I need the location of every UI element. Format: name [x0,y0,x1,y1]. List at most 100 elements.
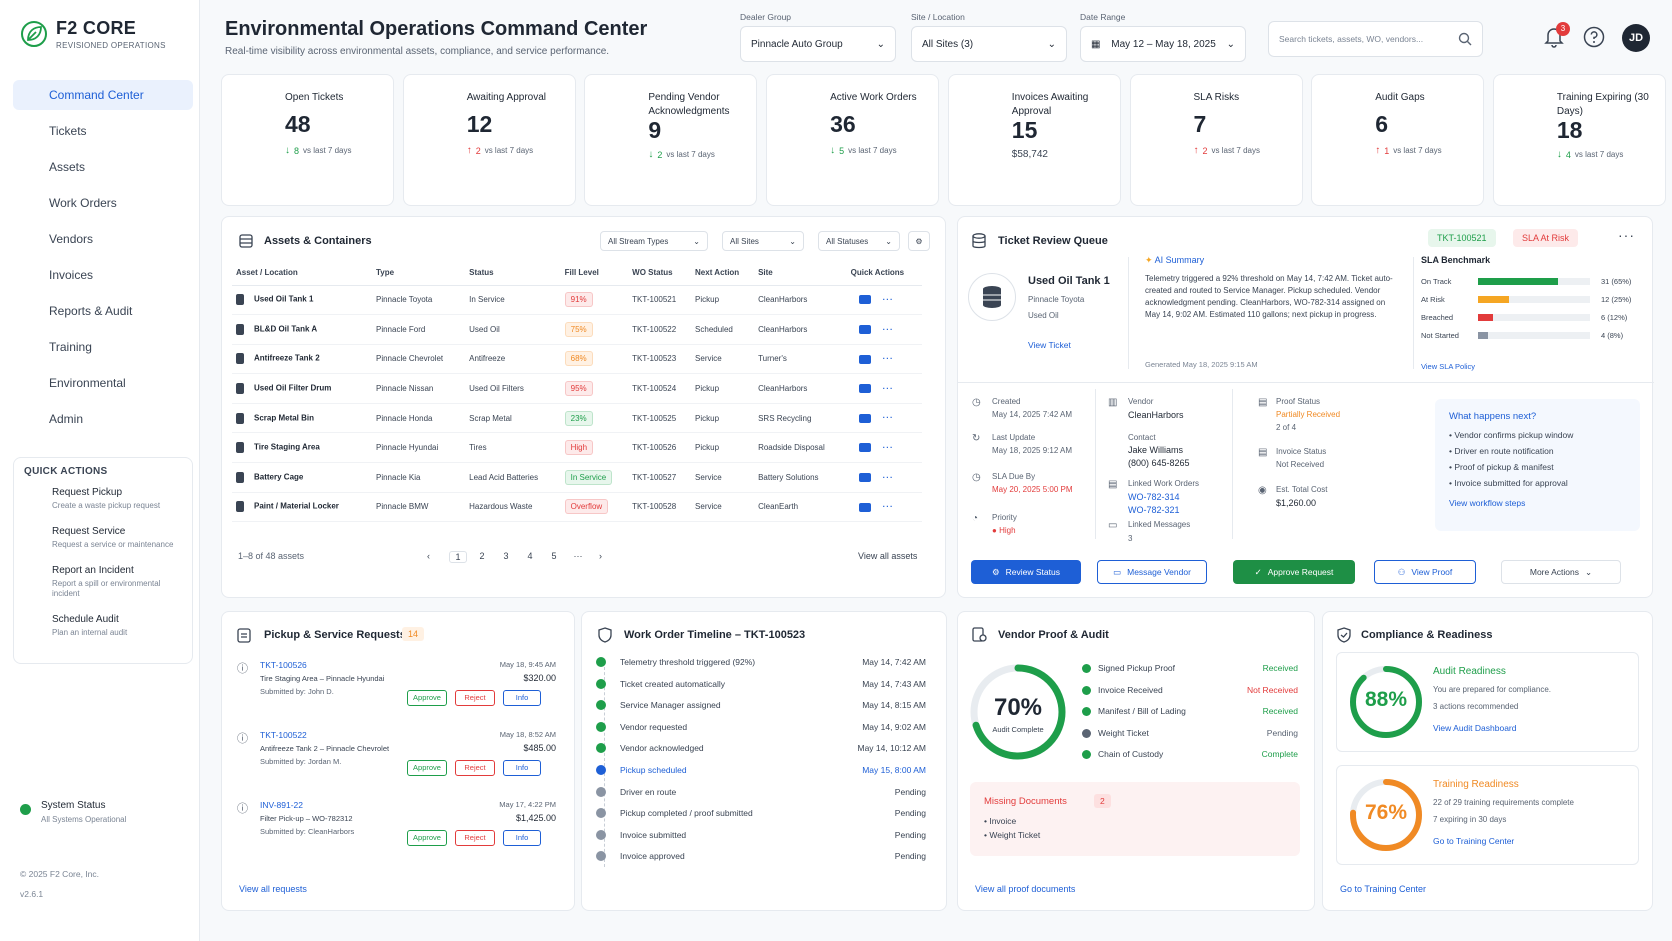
view-proof-documents-link[interactable]: View all proof documents [975,884,1076,894]
reject-button[interactable]: Reject [455,690,495,706]
wo-status-link[interactable]: TKT-100521 [628,285,692,316]
page-button[interactable]: 1 [449,551,467,563]
sidebar-item-command-center[interactable]: Command Center [13,80,193,110]
wo-status-link[interactable]: TKT-100527 [628,462,692,493]
view-proof-button[interactable]: ⚇ View Proof [1374,560,1476,584]
wo-status-link[interactable]: TKT-100522 [628,314,692,345]
view-sla-policy-link[interactable]: View SLA Policy [1421,362,1476,371]
info-button[interactable]: Info [503,760,541,776]
approve-button[interactable]: Approve [407,690,447,706]
stream-type-filter[interactable]: All Stream Types ⌄ [600,231,708,251]
wo-status-link[interactable]: TKT-100525 [628,403,692,434]
sidebar-item-work-orders[interactable]: Work Orders [13,188,193,218]
pickup-request-item[interactable]: ⓘ TKT-100522 Antifreeze Tank 2 – Pinnacle … [222,730,576,794]
site-select[interactable]: All Sites (3) ⌄ [911,26,1067,62]
prev-page-icon[interactable]: ‹ [427,551,430,561]
column-header[interactable]: Type [371,261,466,286]
table-row[interactable]: Scrap Metal Bin Pinnacle Honda Scrap Metal… [232,403,922,434]
info-button[interactable]: Info [503,690,541,706]
kpi-card-pending-vendor-acknowledgments[interactable]: Pending Vendor Acknowledgments 9 ↓ 2 vs last… [584,74,758,206]
table-row[interactable]: Battery Cage Pinnacle Kia Lead Acid Batter… [232,462,922,493]
kpi-card-training-expiring-30-days[interactable]: Training Expiring (30 Days) 18 ↓ 4 vs last 7… [1492,74,1666,206]
reject-button[interactable]: Reject [455,760,495,776]
column-header[interactable]: Next Action [691,261,755,286]
more-options-icon[interactable]: ··· [882,502,894,512]
more-options-icon[interactable]: ··· [882,472,894,482]
sidebar-item-reports-audit[interactable]: Reports & Audit [13,296,193,326]
go-to-training-link[interactable]: Go to Training Center [1433,836,1515,846]
page-button[interactable]: 3 [503,551,509,561]
column-header[interactable]: WO Status [628,261,692,286]
asset-name[interactable]: Paint / Material Locker [254,502,339,512]
settings-button[interactable]: ⚙ [908,231,930,251]
view-workflow-link[interactable]: View workflow steps [1449,498,1526,508]
kpi-card-open-tickets[interactable]: Open Tickets 48 ↓ 8 vs last 7 days [221,74,394,206]
linked-wo-1[interactable]: WO-782-314 [1128,492,1180,502]
more-options-icon[interactable]: ··· [882,383,894,393]
search-input[interactable]: Search tickets, assets, WO, vendors... [1268,21,1483,57]
kpi-card-audit-gaps[interactable]: Audit Gaps 6 ↑ 1 vs last 7 days [1311,74,1485,206]
approve-button[interactable]: Approve [407,760,447,776]
asset-name[interactable]: Battery Cage [254,472,304,482]
approve-request-button[interactable]: ✓ Approve Request [1233,560,1355,584]
sidebar-item-assets[interactable]: Assets [13,152,193,182]
user-avatar[interactable]: JD [1622,24,1650,52]
wo-status-link[interactable]: TKT-100528 [628,492,692,523]
table-row[interactable]: Used Oil Tank 1 Pinnacle Toyota In Service… [232,285,922,316]
status-filter-select[interactable]: All Statuses ⌄ [818,231,900,251]
table-row[interactable]: Paint / Material Locker Pinnacle BMW Hazar… [232,492,922,523]
pickup-request-item[interactable]: ⓘ INV-891-22 Filter Pick-up – WO-782312 Sub… [222,800,576,864]
asset-name[interactable]: Used Oil Tank 1 [254,294,314,304]
asset-name[interactable]: Antifreeze Tank 2 [254,354,320,364]
ticket-id-badge[interactable]: TKT-100521 [1428,229,1496,247]
quick-action-request-service[interactable]: Request Service Request a service or main… [24,526,182,551]
more-options-icon[interactable]: ··· [882,443,894,453]
truck-icon[interactable] [858,295,871,305]
table-row[interactable]: Used Oil Filter Drum Pinnacle Nissan Used … [232,373,922,404]
next-page-icon[interactable]: › [599,551,602,561]
more-options-icon[interactable]: ··· [882,413,894,423]
table-row[interactable]: Antifreeze Tank 2 Pinnacle Chevrolet Antif… [232,344,922,375]
wo-status-link[interactable]: TKT-100523 [628,344,692,375]
date-range-select[interactable]: ▦ May 12 – May 18, 2025 ⌄ [1080,26,1246,62]
column-header[interactable]: Status [465,261,561,286]
site-filter-select[interactable]: All Sites ⌄ [722,231,804,251]
kpi-card-awaiting-approval[interactable]: Awaiting Approval 12 ↑ 2 vs last 7 days [402,74,576,206]
view-all-requests-link[interactable]: View all requests [239,884,307,894]
info-button[interactable]: Info [503,830,541,846]
page-button[interactable]: 2 [479,551,485,561]
app-logo[interactable]: F2 CORE REVISIONED OPERATIONS [20,18,166,50]
review-status-button[interactable]: ⚙ Review Status [971,560,1081,584]
column-header[interactable]: Fill Level [560,261,629,286]
linked-wo-2[interactable]: WO-782-321 [1128,505,1180,515]
quick-action-request-pickup[interactable]: Request Pickup Create a waste pickup requ… [24,487,182,512]
column-header[interactable]: Quick Actions [846,261,922,286]
view-audit-dashboard-link[interactable]: View Audit Dashboard [1433,723,1517,733]
more-options-icon[interactable]: ··· [882,354,894,364]
more-options-icon[interactable]: ··· [882,324,894,334]
approve-button[interactable]: Approve [407,830,447,846]
column-header[interactable]: Site [754,261,847,286]
kpi-card-sla-risks[interactable]: SLA Risks 7 ↑ 2 vs last 7 days [1129,74,1303,206]
view-ticket-link[interactable]: View Ticket [1028,340,1071,350]
sidebar-item-vendors[interactable]: Vendors [13,224,193,254]
truck-icon[interactable] [858,443,871,453]
reject-button[interactable]: Reject [455,830,495,846]
sidebar-item-invoices[interactable]: Invoices [13,260,193,290]
wo-status-link[interactable]: TKT-100526 [628,432,692,464]
go-to-training-footer-link[interactable]: Go to Training Center [1340,884,1427,894]
message-vendor-button[interactable]: ▭ Message Vendor [1097,560,1207,584]
table-row[interactable]: Tire Staging Area Pinnacle Hyundai Tires Hi… [232,432,922,464]
truck-icon[interactable] [858,413,871,423]
help-icon[interactable] [1583,26,1605,48]
truck-icon[interactable] [858,473,871,483]
request-id-link[interactable]: INV-891-22 [260,800,303,810]
asset-name[interactable]: BL&D Oil Tank A [254,324,318,334]
sidebar-item-admin[interactable]: Admin [13,404,193,434]
kpi-card-invoices-awaiting-approval[interactable]: Invoices Awaiting Approval 15 $58,742 [947,74,1121,206]
quick-action-report-an-incident[interactable]: Report an Incident Report a spill or envi… [24,565,182,601]
page-button[interactable]: 5 [551,551,557,561]
request-id-link[interactable]: TKT-100526 [260,660,307,670]
truck-icon[interactable] [858,384,871,394]
truck-icon[interactable] [858,502,871,512]
